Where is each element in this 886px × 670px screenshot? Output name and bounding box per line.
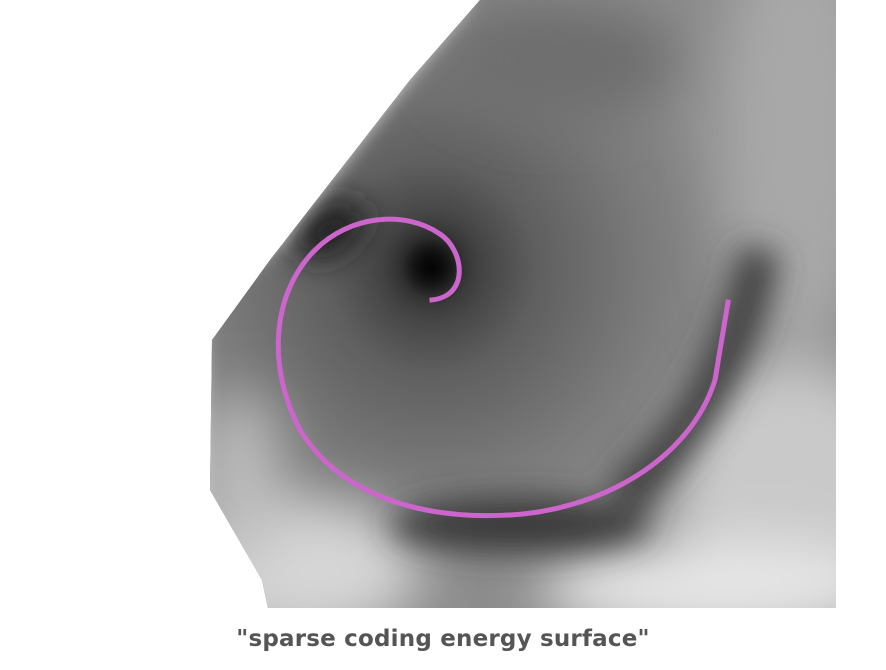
spiral-trajectory [275, 216, 731, 519]
figure-caption: "sparse coding energy surface" [236, 626, 650, 652]
energy-surface-image [210, 0, 836, 608]
